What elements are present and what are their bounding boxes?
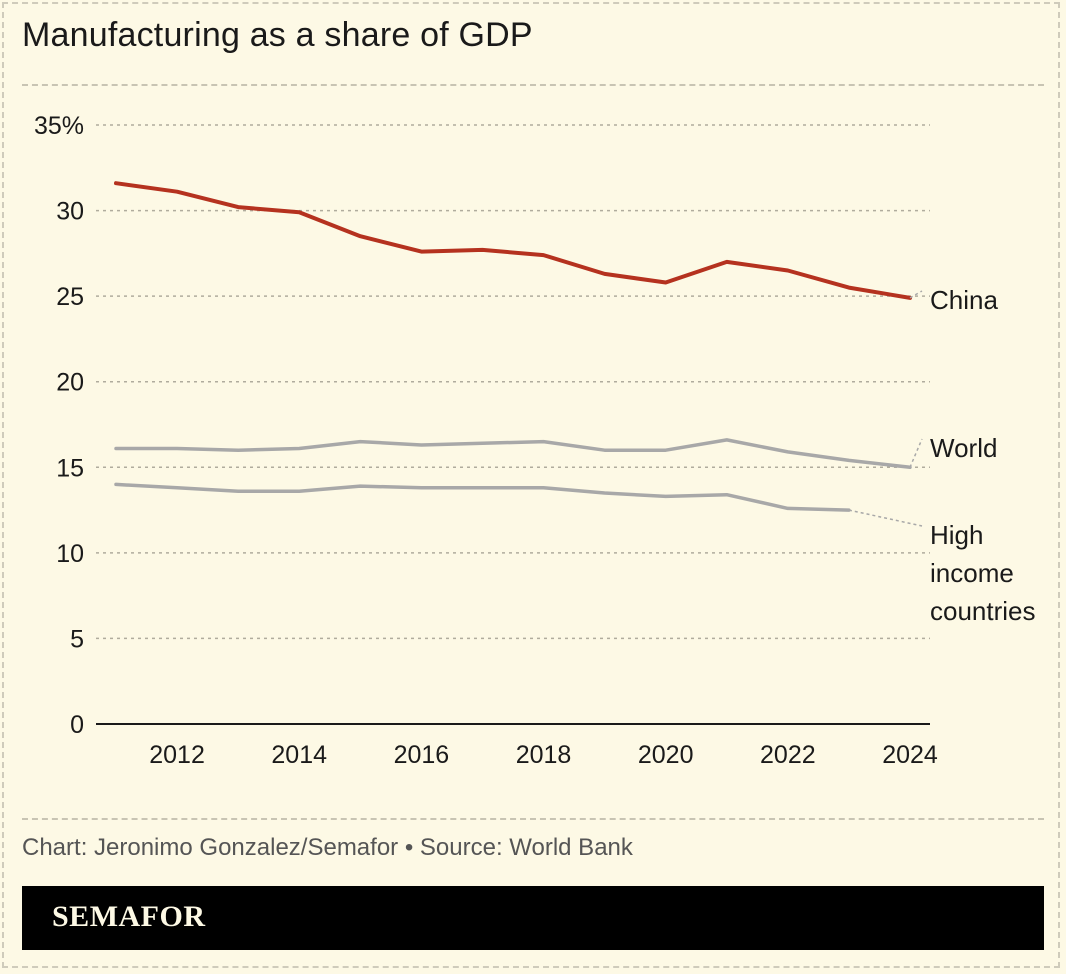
y-tick-label: 10 — [56, 540, 84, 568]
x-tick-label: 2018 — [516, 741, 572, 769]
series-label-world: World — [930, 433, 997, 463]
chart-title: Manufacturing as a share of GDP — [22, 16, 533, 54]
source-credit: Chart: Jeronimo Gonzalez/Semafor • Sourc… — [22, 834, 633, 861]
series-line-world — [114, 438, 912, 470]
series-label-high-income-countries: income — [930, 558, 1014, 588]
x-tick-label: 2014 — [271, 741, 327, 769]
leader-line-china — [909, 290, 923, 299]
series-label-high-income-countries: High — [930, 520, 983, 550]
x-tick-label: 2020 — [638, 741, 694, 769]
y-tick-label: 15 — [56, 454, 84, 482]
x-tick-label: 2024 — [882, 741, 938, 769]
axes: 0 5 10 15 20 25 30 35% 2012 2014 2016 2018 2020 2022 2… — [34, 112, 938, 769]
y-tick-label: 35% — [34, 112, 84, 140]
y-tick-label: 20 — [56, 369, 84, 397]
x-tick-label: 2016 — [394, 741, 450, 769]
line-chart: 0 5 10 15 20 25 30 35% 2012 2014 2016 2018 2020 2022 2… — [34, 112, 1036, 769]
y-tick-label: 0 — [70, 711, 84, 739]
bottom-divider — [22, 818, 1044, 820]
y-tick-label: 30 — [56, 198, 84, 226]
leader-line-world — [909, 438, 923, 468]
x-tick-label: 2022 — [760, 741, 816, 769]
series-lines — [114, 181, 912, 512]
series-label-high-income-countries: countries — [930, 596, 1036, 626]
brand-bar: SEMAFOR — [22, 886, 1044, 950]
series-labels: China World High income countries — [848, 285, 1036, 626]
y-tick-label: 5 — [70, 625, 84, 653]
brand-logo: SEMAFOR — [52, 900, 206, 933]
series-line-high-income-countries — [114, 482, 851, 512]
x-tick-label: 2012 — [149, 741, 205, 769]
grid-lines — [96, 124, 930, 640]
leader-line-high-income-countries — [848, 509, 923, 527]
series-label-china: China — [930, 285, 998, 315]
top-divider — [22, 84, 1044, 86]
series-line-china — [114, 181, 912, 300]
y-tick-label: 25 — [56, 283, 84, 311]
